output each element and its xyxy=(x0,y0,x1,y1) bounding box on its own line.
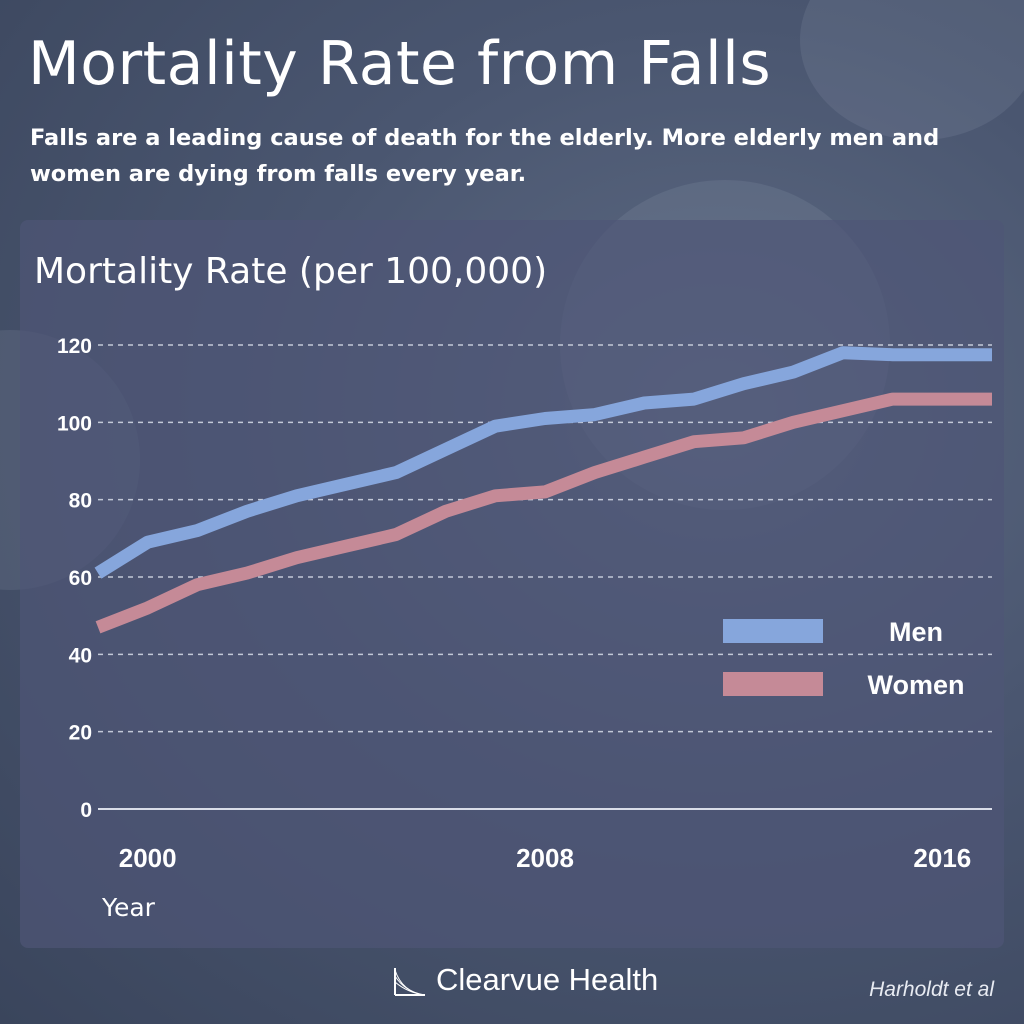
page-subtitle: Falls are a leading cause of death for t… xyxy=(30,125,940,187)
x-tick-label: 2000 xyxy=(119,843,177,873)
series-lines xyxy=(94,346,992,634)
clearvue-logo-icon xyxy=(394,968,426,996)
y-tick-label: 80 xyxy=(69,490,92,513)
series-line-men xyxy=(94,346,992,579)
legend-label-women: Women xyxy=(867,670,964,700)
x-tick-label: 2016 xyxy=(913,843,971,873)
x-tick-label: 2008 xyxy=(516,843,574,873)
x-axis-label: Year xyxy=(101,893,156,922)
y-tick-label: 40 xyxy=(69,644,92,667)
y-tick-label: 120 xyxy=(57,335,92,358)
legend-label-men: Men xyxy=(889,617,943,647)
grid-lines xyxy=(98,344,992,810)
chart-title: Mortality Rate (per 100,000) xyxy=(34,251,547,292)
y-tick-label: 100 xyxy=(57,412,92,435)
y-tick-label: 20 xyxy=(69,722,92,745)
legend-swatch-men xyxy=(723,619,823,643)
source-credit: Harholdt et al xyxy=(869,978,994,1001)
x-axis-ticks: 2000 2008 2016 xyxy=(119,843,972,873)
legend: Men Women xyxy=(723,617,965,700)
brand-name: Clearvue Health xyxy=(436,962,659,997)
y-tick-label: 60 xyxy=(69,567,92,590)
page-title: Mortality Rate from Falls xyxy=(28,29,772,99)
y-tick-label: 0 xyxy=(80,799,92,822)
legend-swatch-women xyxy=(723,672,823,696)
y-axis-ticks: 0 20 40 60 80 100 120 xyxy=(57,335,92,822)
brand-logo: Clearvue Health xyxy=(392,958,658,1002)
series-line-women xyxy=(95,392,992,634)
